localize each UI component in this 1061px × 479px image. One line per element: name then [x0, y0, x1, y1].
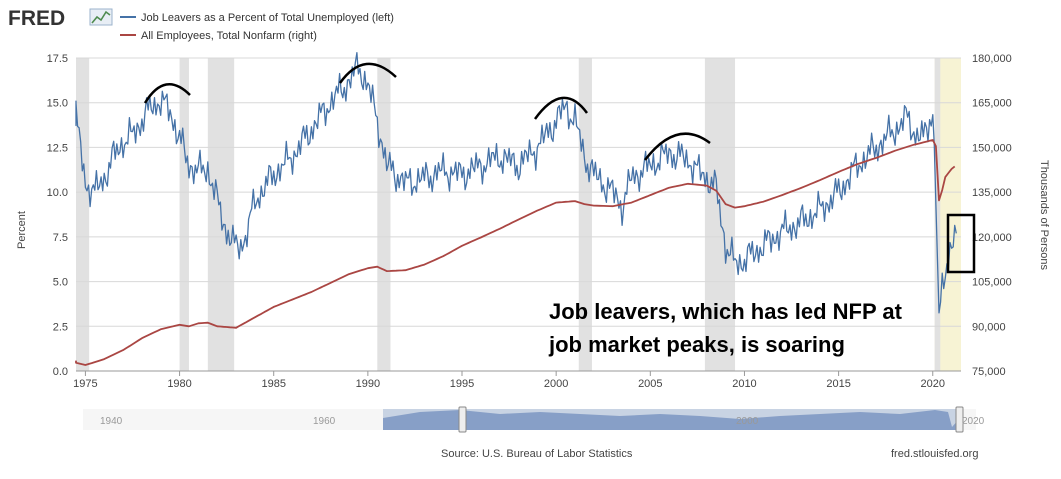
left-tick-label: 17.5 — [47, 53, 68, 65]
right-tick-label: 120,000 — [972, 232, 1012, 244]
recession-band — [578, 58, 592, 371]
series-line-job-leavers — [75, 52, 957, 314]
peak-arc-1989 — [338, 62, 397, 84]
left-tick-label: 12.5 — [47, 142, 68, 154]
navigator-series — [383, 410, 961, 430]
x-tick-label: 2020 — [921, 378, 945, 390]
right-tick-label: 135,000 — [972, 187, 1012, 199]
navigator-label-2000: 2000 — [736, 416, 759, 427]
fred-logo[interactable]: FRED — [8, 7, 65, 30]
annotation-line-2: job market peaks, is soaring — [548, 332, 845, 357]
legend-label-nonfarm: All Employees, Total Nonfarm (right) — [141, 30, 317, 42]
x-tick-label: 2005 — [638, 378, 662, 390]
left-tick-label: 2.5 — [53, 321, 68, 333]
recession-band — [179, 58, 189, 371]
recession-band — [377, 58, 391, 371]
x-tick-label: 1975 — [73, 378, 97, 390]
recession-band — [934, 58, 941, 371]
left-axis-title: Percent — [16, 211, 28, 249]
right-axis-title: Thousands of Persons — [1038, 160, 1050, 271]
annotation-line-1: Job leavers, which has led NFP at — [549, 299, 903, 324]
left-tick-label: 0.0 — [53, 366, 68, 378]
x-tick-label: 1980 — [167, 378, 191, 390]
x-tick-label: 2010 — [732, 378, 756, 390]
highlight-box — [946, 213, 976, 274]
range-navigator[interactable]: 1940 1960 2000 2020 — [83, 406, 985, 433]
plot-background — [76, 58, 961, 371]
right-tick-label: 75,000 — [972, 366, 1006, 378]
left-tick-label: 10.0 — [47, 187, 68, 199]
series-line-nonfarm — [75, 139, 956, 366]
site-link[interactable]: fred.stlouisfed.org — [891, 448, 978, 460]
right-tick-label: 105,000 — [972, 277, 1012, 289]
x-tick-label: 2015 — [826, 378, 850, 390]
x-tick-label: 1990 — [356, 378, 380, 390]
header: FRED Job Leavers as a Percent of Total U… — [8, 7, 394, 42]
x-tick-label: 1995 — [450, 378, 474, 390]
right-tick-label: 150,000 — [972, 142, 1012, 154]
x-tick-label: 1985 — [261, 378, 285, 390]
right-tick-label: 90,000 — [972, 321, 1006, 333]
peak-arc-2000 — [533, 96, 589, 120]
axes: 0.0 2.5 5.0 7.5 10.0 12.5 15.0 17.5 75,000 90,000… — [47, 53, 1012, 390]
fred-logo-icon — [89, 8, 113, 26]
navigator-label-1960: 1960 — [313, 416, 336, 427]
annotation: Job leavers, which has led NFP at job ma… — [548, 299, 903, 357]
source-note: Source: U.S. Bureau of Labor Statistics — [441, 448, 633, 460]
series-lines — [75, 52, 957, 366]
peak-arc-1979 — [143, 82, 191, 104]
recession-band — [76, 58, 90, 371]
x-tick-label: 2000 — [544, 378, 568, 390]
left-tick-label: 7.5 — [53, 232, 68, 244]
left-tick-label: 15.0 — [47, 98, 68, 110]
navigator-label-1940: 1940 — [100, 416, 123, 427]
right-tick-label: 180,000 — [972, 53, 1012, 65]
right-tick-label: 165,000 — [972, 98, 1012, 110]
left-tick-label: 5.0 — [53, 277, 68, 289]
navigator-label-2020: 2020 — [962, 416, 985, 427]
peak-arcs — [143, 62, 711, 161]
legend-label-leavers: Job Leavers as a Percent of Total Unempl… — [141, 12, 394, 24]
peak-arc-2006 — [644, 132, 711, 161]
navigator-left-handle[interactable] — [458, 406, 467, 433]
gridlines — [76, 57, 961, 372]
navigator-right-handle[interactable] — [955, 406, 964, 433]
